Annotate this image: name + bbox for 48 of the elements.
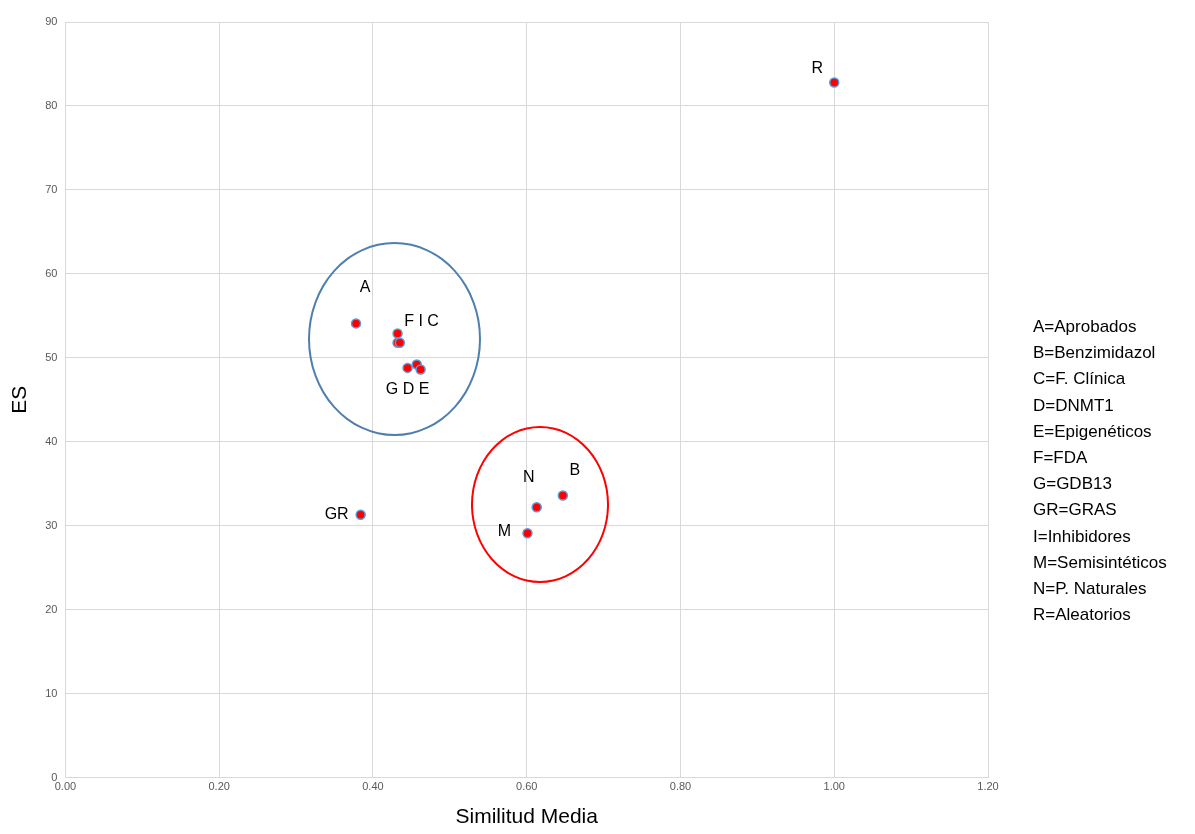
text: GR=GRAS [1033,499,1118,522]
x-axis-title: Similitud Media [455,804,599,828]
text: I=Inhibidores [1033,525,1132,548]
x-tick-label: 0.20 [208,780,230,793]
y-tick-label: 70 [45,182,58,195]
y-tick-label: 80 [45,98,58,111]
annotation: GR [324,505,349,523]
text: E=Epigenéticos [1033,420,1153,443]
x-tick-label: 0.60 [516,780,538,793]
x-tick-label: 0.40 [362,780,384,793]
x-tick-label: 0.80 [669,780,692,793]
point [350,318,362,329]
y-tick-label: 50 [45,350,58,363]
annotation: G D E [385,380,430,398]
point [828,77,840,88]
text: R=Aleatorios [1033,604,1132,627]
point [392,328,403,339]
y-tick-label: 10 [45,686,58,699]
annotation: A [359,277,371,295]
point [355,509,366,521]
text: G=GDB13 [1033,473,1113,496]
point [557,490,569,501]
y-tick-label: 30 [45,518,58,531]
text: C=F. Clínica [1033,368,1127,391]
text: M=Semisintéticos [1033,551,1167,574]
text: B=Benzimidazol [1033,342,1157,365]
annotation: M [497,521,512,539]
x-tick-label: 0.00 [54,780,77,793]
point [531,502,542,513]
text: D=DNMT1 [1033,394,1115,417]
annotation: B [569,460,581,478]
point [522,528,533,539]
y-tick-label: 0 [51,770,58,783]
y-tick-label: 60 [45,266,58,279]
y-tick-label: 90 [45,15,58,28]
annotation: R [811,58,824,76]
y-tick-label: 40 [45,434,58,447]
point [402,362,413,374]
text: F=FDA [1033,447,1089,469]
text: A=Aprobados [1033,316,1138,338]
x-tick-label: 1.20 [977,780,999,793]
point [415,364,426,375]
x-tick-label: 1.00 [823,780,845,793]
annotation: F I C [404,311,439,329]
y-axis-title: ES [7,385,31,414]
annotation: N [522,467,535,485]
y-tick-label: 20 [45,602,58,615]
text: N=P. Naturales [1033,578,1148,601]
